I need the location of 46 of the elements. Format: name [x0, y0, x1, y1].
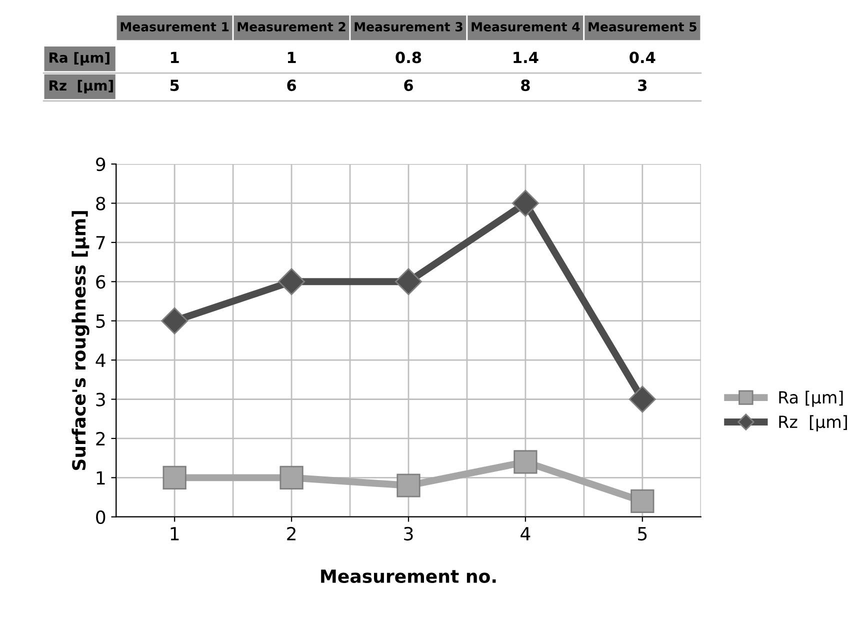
y-tick-label: 6: [96, 275, 106, 289]
point: [512, 190, 539, 217]
y-tick-label: 0: [96, 510, 106, 524]
legend-label: Ra [µm]: [779, 390, 843, 407]
data-label: 1: [170, 52, 179, 64]
data-label: 3: [638, 80, 647, 92]
legend-label: Rz [µm]: [779, 415, 847, 432]
point: [278, 268, 305, 296]
data-label: 0.8: [396, 52, 422, 64]
x-tick-label: 2: [287, 526, 296, 540]
data-label: 8: [521, 80, 530, 92]
data-label: 6: [404, 80, 413, 92]
data-label: 1.4: [514, 52, 538, 64]
y-tick-label: 8: [96, 196, 106, 210]
text: Measurement 2: [238, 22, 346, 32]
point: [630, 489, 654, 513]
x-tick-label: 5: [638, 527, 647, 541]
point: [162, 466, 186, 490]
point: [396, 474, 420, 498]
point: [280, 466, 304, 490]
text: Measurement 1: [120, 22, 229, 32]
y-tick-label: 3: [96, 392, 105, 406]
text: Measurement 3: [354, 22, 462, 32]
text: Measurement 4: [472, 22, 580, 32]
y-tick-label: 9: [96, 157, 106, 172]
y-tick-label: 4: [96, 354, 106, 367]
x-tick-label: 4: [520, 527, 530, 540]
point: [395, 268, 422, 296]
x-tick-label: 1: [170, 527, 179, 540]
y-axis-title: Surface's roughness [µm]: [72, 211, 90, 470]
text: Measurement 5: [588, 22, 696, 32]
y-tick-label: 5: [96, 314, 105, 328]
data-label: 1: [288, 52, 296, 64]
point: [514, 450, 538, 474]
x-tick-label: 3: [404, 526, 413, 541]
text: Rz [µm]: [50, 80, 113, 94]
y-tick-label: 7: [96, 236, 105, 250]
data-label: 0.4: [630, 52, 656, 64]
data-label: 5: [170, 80, 179, 92]
y-tick-label: 1: [96, 471, 105, 485]
y-tick-label: 2: [96, 432, 105, 446]
data-label: 6: [287, 80, 296, 92]
point: [161, 307, 188, 334]
x-axis-title: Measurement no.: [321, 570, 496, 584]
point: [628, 386, 656, 413]
text: Ra [µm]: [50, 52, 110, 66]
